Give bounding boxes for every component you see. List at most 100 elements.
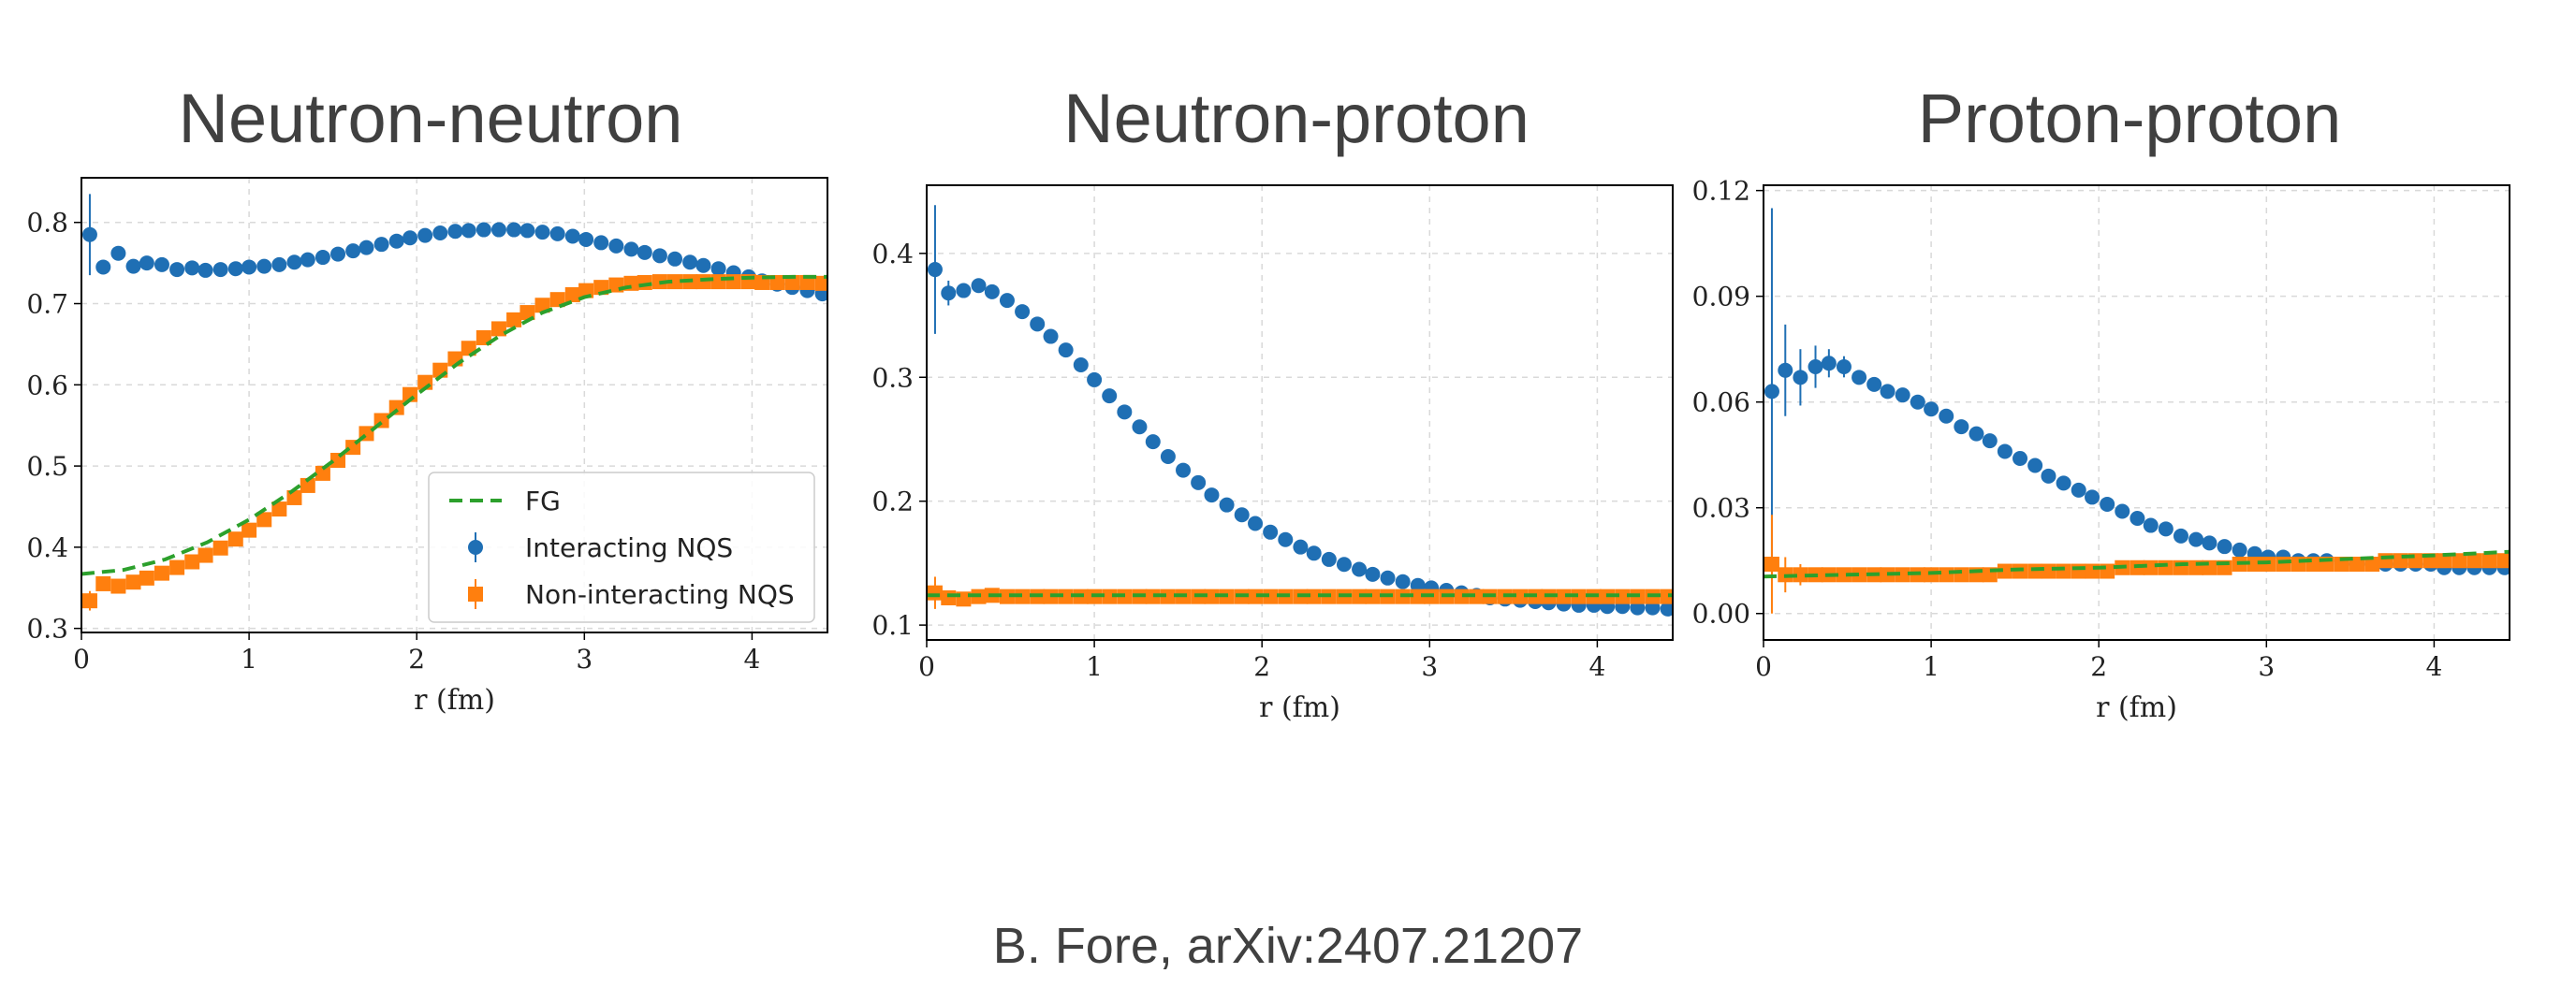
y-tick-label: 0.06 <box>1692 387 1750 418</box>
legend: FG Interacting NQS Non-interacting NQS <box>428 472 815 623</box>
data-point <box>2188 531 2204 547</box>
data-point <box>256 258 272 274</box>
data-point <box>710 274 726 290</box>
data-point <box>125 258 141 274</box>
data-point <box>2232 542 2247 558</box>
data-point <box>1145 588 1161 604</box>
data-point <box>2276 557 2291 572</box>
data-point <box>2143 517 2159 533</box>
data-point <box>1248 588 1264 604</box>
data-point <box>2041 468 2056 484</box>
data-point <box>651 248 667 264</box>
y-tick-label: 0.7 <box>26 289 68 320</box>
data-point <box>447 224 463 240</box>
gridlines <box>926 185 1673 640</box>
data-point <box>1263 588 1279 604</box>
data-point <box>637 244 652 260</box>
data-point <box>534 225 550 240</box>
axes-frame <box>1763 184 2510 641</box>
data-point <box>564 286 580 302</box>
data-point <box>1660 601 1673 617</box>
data-point <box>2158 559 2174 575</box>
data-point <box>1764 557 1779 572</box>
data-point <box>1102 388 1118 404</box>
data-point <box>125 574 141 590</box>
data-point <box>1234 507 1250 523</box>
data-point <box>1778 362 1793 378</box>
data-point <box>1939 408 1954 424</box>
y-tick-label: 0.3 <box>871 362 914 393</box>
data-point <box>520 223 535 239</box>
panel-neutron-neutron: Neutron-neutron 0 1 2 3 4 0.3 0.4 0.5 0.6 0.7 0.8 r … <box>26 80 828 717</box>
data-point <box>2100 496 2115 512</box>
data-point <box>971 278 987 294</box>
data-point <box>984 283 1000 299</box>
data-point <box>1410 588 1426 604</box>
data-point <box>2115 503 2130 519</box>
data-point <box>1793 370 1808 385</box>
data-point <box>2247 557 2262 572</box>
data-point <box>95 259 111 275</box>
data-point <box>227 531 243 547</box>
data-point <box>1997 443 2012 459</box>
data-point <box>1954 419 1969 435</box>
data-point <box>941 285 957 301</box>
data-point <box>169 262 185 278</box>
data-point <box>95 575 111 591</box>
data-point <box>315 465 330 481</box>
axes-frame <box>926 184 1674 641</box>
data-point <box>1469 588 1485 604</box>
data-point <box>476 222 491 238</box>
data-point <box>271 501 287 517</box>
panel-neutron-proton: Neutron-proton 0 1 2 3 4 0.1 0.2 0.3 0.4 r (fm) <box>871 80 1674 724</box>
x-tick-label: 1 <box>1086 651 1103 682</box>
y-tick-label: 0.3 <box>26 614 68 645</box>
data-point <box>154 565 169 581</box>
data-point <box>417 227 433 243</box>
data-point <box>198 547 213 563</box>
data-point <box>198 262 213 278</box>
fg-curve <box>81 274 827 576</box>
x-tick-label: 2 <box>1253 651 1270 682</box>
data-point <box>2291 557 2306 572</box>
data-point <box>330 246 346 262</box>
data-point <box>345 243 361 259</box>
data-point <box>271 256 287 272</box>
data-point <box>608 238 624 254</box>
data-point <box>2173 528 2188 544</box>
data-point <box>1117 404 1133 420</box>
data-point <box>110 578 126 594</box>
data-point <box>710 261 726 277</box>
y-tick-label: 0.1 <box>871 610 914 641</box>
data-point <box>1015 304 1031 320</box>
x-tick-label: 1 <box>241 644 257 675</box>
x-axis-label: r (fm) <box>414 684 495 717</box>
data-point <box>1043 328 1059 344</box>
data-point <box>1145 434 1161 450</box>
data-point <box>1764 384 1779 400</box>
data-point <box>1219 497 1235 513</box>
data-point <box>2217 539 2232 555</box>
data-point <box>1513 588 1529 604</box>
data-point <box>1821 356 1837 371</box>
y-tick-label: 0.09 <box>1692 282 1750 312</box>
data-point <box>1352 561 1368 577</box>
y-tick-label: 0.4 <box>26 532 68 563</box>
data-point <box>667 251 683 267</box>
data-point <box>1058 342 1074 358</box>
data-point <box>300 477 315 493</box>
data-point <box>941 589 957 605</box>
data-point <box>2496 553 2510 569</box>
x-tick-label: 0 <box>1755 651 1772 682</box>
data-point <box>927 585 943 601</box>
data-point <box>1866 376 1882 392</box>
data-point <box>242 259 257 275</box>
data-point <box>315 250 330 266</box>
data-point <box>999 293 1015 309</box>
data-point <box>2085 489 2100 505</box>
x-tick-label: 4 <box>2425 651 2442 682</box>
x-tick-label: 3 <box>1421 651 1438 682</box>
data-point <box>2202 535 2217 551</box>
x-tick-label: 0 <box>918 651 935 682</box>
y-tick-label: 0.6 <box>26 370 68 400</box>
